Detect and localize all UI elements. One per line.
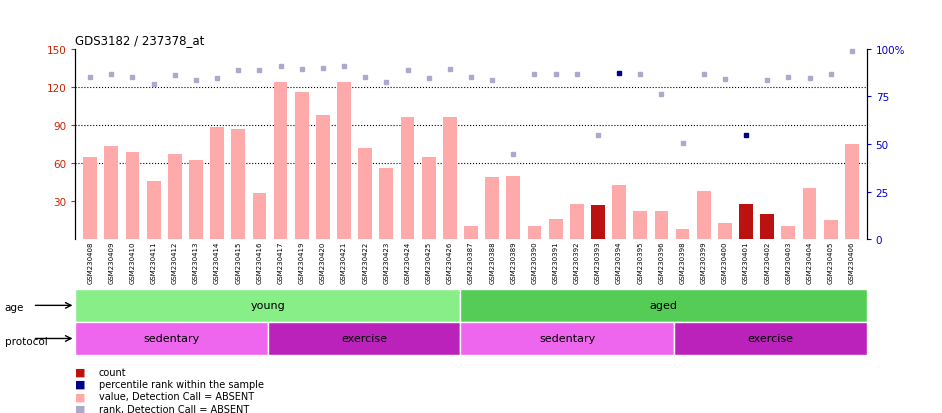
Bar <box>507 176 520 240</box>
Text: sedentary: sedentary <box>143 334 200 344</box>
Text: value, Detection Call = ABSENT: value, Detection Call = ABSENT <box>99 392 254 401</box>
Bar <box>83 157 97 240</box>
Text: ■: ■ <box>75 404 86 413</box>
Bar <box>75 289 461 322</box>
Bar <box>268 322 461 355</box>
Bar <box>105 147 118 240</box>
Bar <box>461 289 867 322</box>
Bar <box>824 221 837 240</box>
Bar <box>75 322 268 355</box>
Text: aged: aged <box>649 301 677 311</box>
Bar <box>570 204 584 240</box>
Bar <box>358 148 372 240</box>
Bar <box>125 152 139 240</box>
Bar <box>485 178 499 240</box>
Text: percentile rank within the sample: percentile rank within the sample <box>99 379 264 389</box>
Bar <box>422 157 435 240</box>
Bar <box>782 227 795 240</box>
Bar <box>316 115 330 240</box>
Text: exercise: exercise <box>341 334 387 344</box>
Bar <box>549 219 562 240</box>
Bar <box>210 128 224 240</box>
Text: ■: ■ <box>75 392 86 401</box>
Bar <box>675 229 690 240</box>
Text: exercise: exercise <box>747 334 793 344</box>
Text: protocol: protocol <box>5 336 47 346</box>
Bar <box>718 223 732 240</box>
Bar <box>380 169 393 240</box>
Bar <box>189 161 203 240</box>
Bar <box>697 191 710 240</box>
Bar <box>232 129 245 240</box>
Bar <box>528 227 542 240</box>
Bar <box>252 194 267 240</box>
Text: age: age <box>5 303 24 313</box>
Bar <box>612 185 626 240</box>
Bar <box>443 118 457 240</box>
Bar <box>464 227 478 240</box>
Bar <box>461 322 674 355</box>
Text: GDS3182 / 237378_at: GDS3182 / 237378_at <box>75 34 204 47</box>
Bar <box>633 212 647 240</box>
Bar <box>295 93 309 240</box>
Bar <box>739 204 753 240</box>
Text: rank, Detection Call = ABSENT: rank, Detection Call = ABSENT <box>99 404 250 413</box>
Bar <box>591 205 605 240</box>
Bar <box>845 145 859 240</box>
Bar <box>274 83 287 240</box>
Bar <box>400 118 414 240</box>
Bar <box>147 181 160 240</box>
Bar <box>655 212 668 240</box>
Bar <box>674 322 867 355</box>
Bar <box>337 83 351 240</box>
Text: sedentary: sedentary <box>539 334 595 344</box>
Text: ■: ■ <box>75 379 86 389</box>
Text: young: young <box>251 301 285 311</box>
Bar <box>168 155 182 240</box>
Text: count: count <box>99 367 126 377</box>
Bar <box>803 189 817 240</box>
Text: ■: ■ <box>75 367 86 377</box>
Bar <box>760 214 774 240</box>
